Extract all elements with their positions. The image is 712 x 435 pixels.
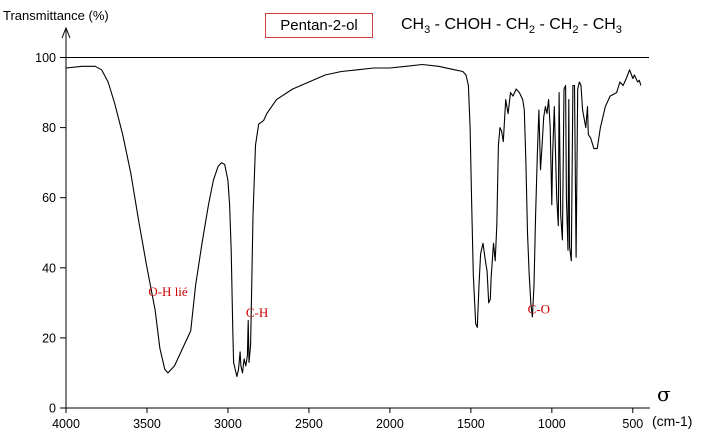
axes	[61, 26, 650, 409]
x-tick-label: 2500	[295, 417, 323, 431]
y-tick-label: 80	[42, 121, 56, 135]
y-tick-label: 0	[49, 402, 56, 416]
formula-part: - CHOH - CH	[430, 16, 529, 33]
peak-annotation: C-H	[246, 305, 268, 320]
series-layer	[65, 63, 642, 378]
annotations: O-H lié C-H C-O	[148, 284, 550, 320]
peak-annotation: O-H lié	[148, 284, 188, 299]
y-tick-label: 20	[42, 331, 56, 345]
y-tick-label: 40	[42, 261, 56, 275]
x-tick-label: 2000	[376, 417, 404, 431]
x-tick-label: 500	[622, 417, 643, 431]
y-axis-title: Transmittance (%)	[3, 8, 109, 23]
formula-part: - CH	[578, 16, 616, 33]
x-tick-label: 4000	[52, 417, 80, 431]
formula-subscript: 2	[572, 24, 579, 37]
x-tick-label: 3000	[214, 417, 242, 431]
formula-subscript: 2	[528, 24, 536, 37]
x-tick-label: 1000	[538, 417, 566, 431]
peak-annotation: C-O	[528, 301, 550, 316]
formula-part: - CH	[535, 16, 573, 33]
spectrum-line	[65, 63, 642, 378]
x-axis-symbol: σ	[657, 382, 671, 406]
chemical-formula: CH3 - CHOH - CH2 - CH2 - CH3	[401, 16, 622, 36]
formula-subscript: 3	[615, 24, 622, 37]
compound-name: Pentan-2-ol	[280, 17, 358, 34]
formula-subscript: 3	[424, 24, 431, 37]
y-tick-label: 60	[42, 191, 56, 205]
compound-name-box: Pentan-2-ol	[265, 13, 373, 38]
ticks: 0 20 40 60 80 100 4000 3500 3000 2500 2000 1500 1000…	[35, 51, 643, 431]
formula-part: CH	[401, 16, 425, 33]
y-tick-label: 100	[35, 51, 56, 65]
x-tick-label: 3500	[133, 417, 161, 431]
y-axis-arrow	[61, 26, 71, 39]
x-axis-unit: (cm-1)	[652, 413, 692, 429]
x-tick-label: 1500	[457, 417, 485, 431]
